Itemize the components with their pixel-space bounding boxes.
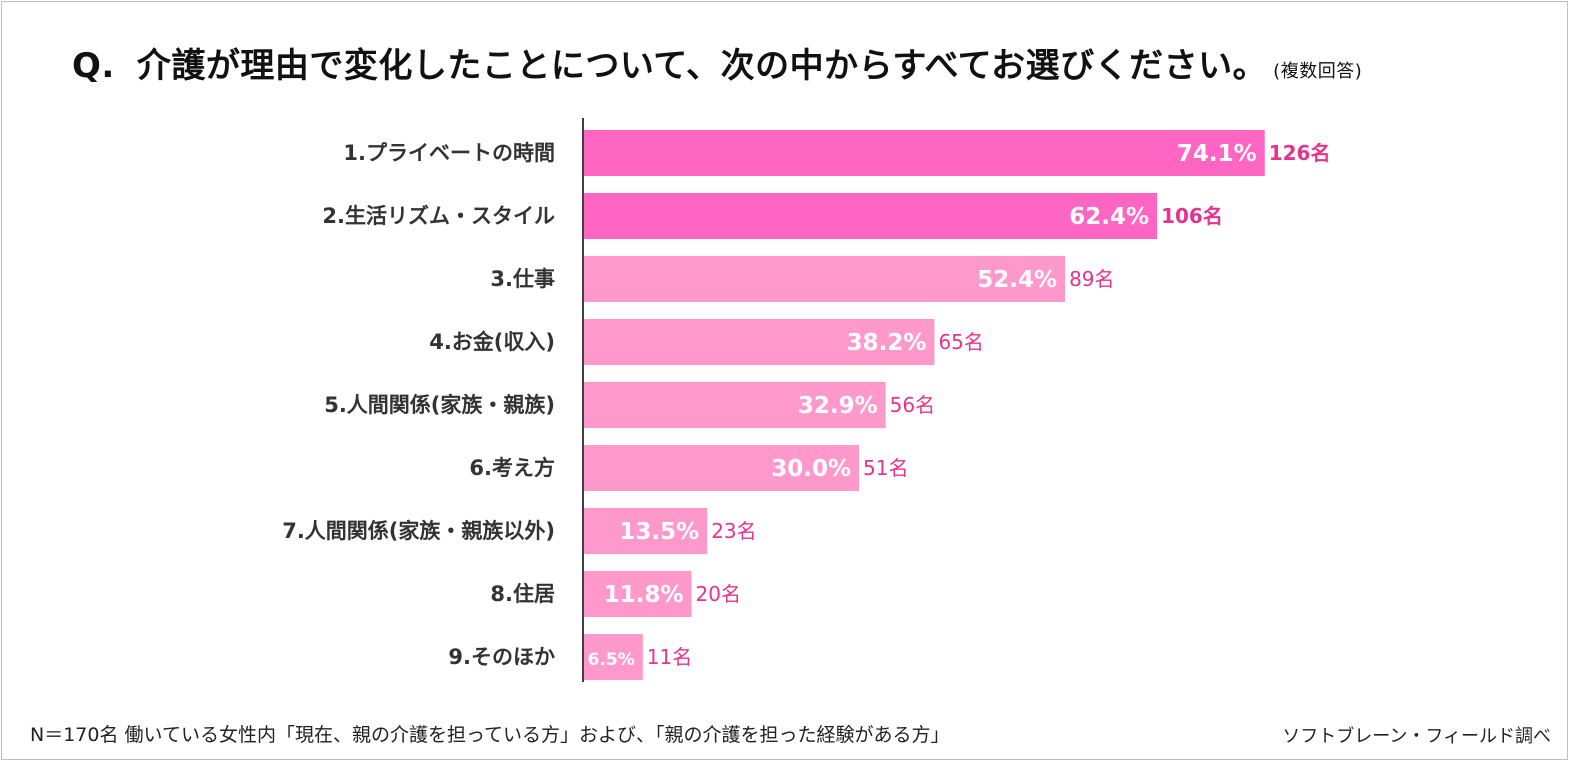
bar	[583, 193, 1158, 239]
category-label: 3.仕事	[490, 267, 555, 291]
value-label: 30.0%	[771, 456, 851, 482]
value-label: 52.4%	[977, 267, 1057, 293]
title-suffix: (複数回答)	[1273, 61, 1363, 82]
value-label: 13.5%	[619, 519, 699, 545]
category-label: 4.お金(収入)	[429, 330, 555, 354]
count-label: 23名	[711, 519, 756, 543]
value-label: 6.5%	[588, 650, 635, 670]
source-note: ソフトブレーン・フィールド調べ	[1282, 726, 1551, 747]
bar	[583, 382, 886, 428]
bar	[583, 445, 859, 491]
category-label: 1.プライベートの時間	[343, 141, 555, 165]
count-label: 89名	[1069, 267, 1114, 291]
chart-title: Q. 介護が理由で変化したことについて、次の中からすべてお選びください。 (複数回答…	[72, 38, 1362, 87]
bar	[583, 571, 692, 617]
count-label: 11名	[647, 645, 692, 669]
value-label: 38.2%	[847, 330, 927, 356]
footnote: N＝170名 働いている女性内「現在、親の介護を担っている方」および、「親の介護…	[30, 724, 950, 746]
category-label: 6.考え方	[469, 456, 555, 480]
value-label: 62.4%	[1069, 204, 1149, 230]
bar	[583, 634, 643, 680]
title-text: 介護が理由で変化したことについて、次の中からすべてお選びください。	[136, 46, 1268, 86]
value-label: 32.9%	[798, 393, 878, 419]
bar	[583, 256, 1066, 302]
bar	[583, 130, 1265, 176]
category-label: 5.人間関係(家族・親族)	[324, 393, 555, 417]
category-label: 8.住居	[490, 582, 555, 606]
bar	[583, 508, 708, 554]
value-label: 74.1%	[1177, 141, 1257, 167]
count-label: 106名	[1161, 204, 1223, 228]
category-label: 7.人間関係(家族・親族以外)	[282, 519, 555, 543]
category-label: 9.そのほか	[448, 645, 555, 669]
count-label: 65名	[938, 330, 983, 354]
count-label: 51名	[863, 456, 908, 480]
bar	[583, 319, 935, 365]
title-prefix: Q.	[72, 46, 115, 86]
category-label: 2.生活リズム・スタイル	[322, 204, 555, 228]
value-label: 11.8%	[604, 582, 684, 608]
count-label: 126名	[1269, 141, 1331, 165]
count-label: 56名	[890, 393, 935, 417]
count-label: 20名	[696, 582, 741, 606]
